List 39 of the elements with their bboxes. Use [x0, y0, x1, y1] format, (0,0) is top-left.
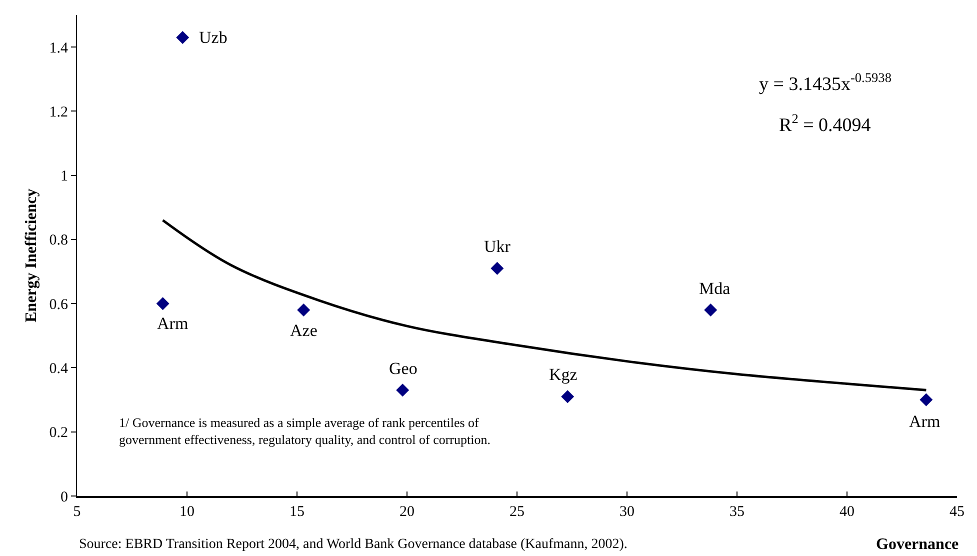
point: [920, 393, 933, 406]
y-tick-label: 1.2: [49, 104, 68, 120]
point: [297, 304, 310, 317]
point: [490, 262, 504, 275]
annotation: y = 3.1435x$^{-0.5938}$: [759, 70, 892, 95]
annotation: 1/ Governance is measured as a simple average of rank percentiles of government effectiveness, regulatory quality, and control of corruption.: [119, 415, 490, 447]
y-axis-title: Energy Inefficiency: [23, 188, 40, 322]
point: [704, 304, 718, 317]
x-tick-label: 30: [620, 504, 634, 520]
y-tick-label: 1: [60, 168, 68, 185]
y-tick-label: 0.8: [49, 232, 68, 249]
annotation: Ukr: [484, 237, 511, 256]
annotation: Geo: [389, 359, 418, 378]
y-tick-label: 0.6: [49, 296, 68, 313]
point: [396, 384, 410, 397]
annotation: Arm: [909, 412, 940, 431]
annotation: Mda: [699, 279, 731, 298]
x-tick-label: 40: [840, 504, 854, 520]
point: [156, 297, 170, 310]
annotation: Aze: [290, 321, 318, 340]
y-tick-label: 0: [60, 489, 68, 506]
annotation: R$^{2}$ = 0.4094: [779, 111, 872, 136]
x-tick-label: 25: [510, 504, 524, 520]
point: [176, 30, 190, 44]
annotation: Arm: [157, 314, 188, 333]
x-tick-label: 45: [950, 504, 964, 520]
x-tick-label: 10: [180, 504, 194, 520]
annotation: Kgz: [549, 365, 578, 384]
y-tick-label: 0.4: [49, 360, 68, 377]
x-tick-label: 15: [290, 504, 304, 520]
x-tick-label: 20: [400, 504, 414, 520]
x-axis-title: Governance: [876, 536, 959, 553]
source-note: Source: EBRD Transition Report 2004, and World Bank Governance database (Kaufmann, 2002).: [79, 537, 628, 552]
y-tick-label: 1.4: [49, 40, 68, 56]
x-tick-label: 35: [730, 504, 744, 520]
x-tick-label: 5: [73, 504, 81, 520]
y-tick-label: 0.2: [49, 425, 68, 442]
annotation: Uzb: [199, 28, 228, 47]
point: [561, 390, 574, 404]
